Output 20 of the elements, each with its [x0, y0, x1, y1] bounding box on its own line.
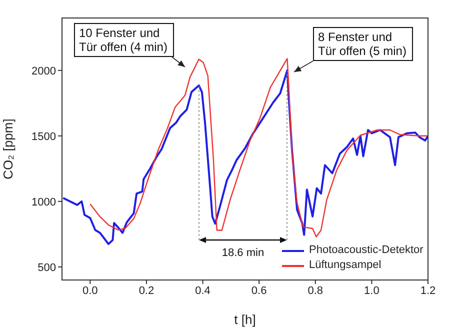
legend-label: Photoacoustic-Detektor — [309, 243, 424, 258]
x-tick-label: 1.2 — [420, 284, 436, 297]
x-tick-label: 0.8 — [308, 284, 324, 297]
x-tick-label: 0.2 — [138, 284, 154, 297]
x-tick-label: 0.6 — [251, 284, 267, 297]
x-tick-label: 1.0 — [364, 284, 380, 297]
y-tick-label: 2000 — [32, 65, 56, 78]
legend-label: Lüftungsampel — [309, 258, 382, 273]
y-axis-title: CO₂ [ppm] — [0, 118, 16, 180]
annotation: 18.6 min — [222, 247, 264, 259]
annotation: 10 Fenster und Tür offen (4 min) — [74, 23, 174, 57]
x-tick-label: 0.4 — [195, 284, 210, 297]
y-tick-label: 1000 — [32, 196, 56, 208]
x-axis-title: t [h] — [234, 312, 256, 327]
line-series — [90, 58, 428, 238]
y-tick-label: 1500 — [32, 130, 56, 143]
annotation: 8 Fenster und Tür offen (5 min) — [313, 27, 413, 61]
y-tick-label: 500 — [38, 262, 56, 274]
line-series — [62, 69, 428, 245]
x-tick-label: 0.0 — [82, 284, 98, 297]
